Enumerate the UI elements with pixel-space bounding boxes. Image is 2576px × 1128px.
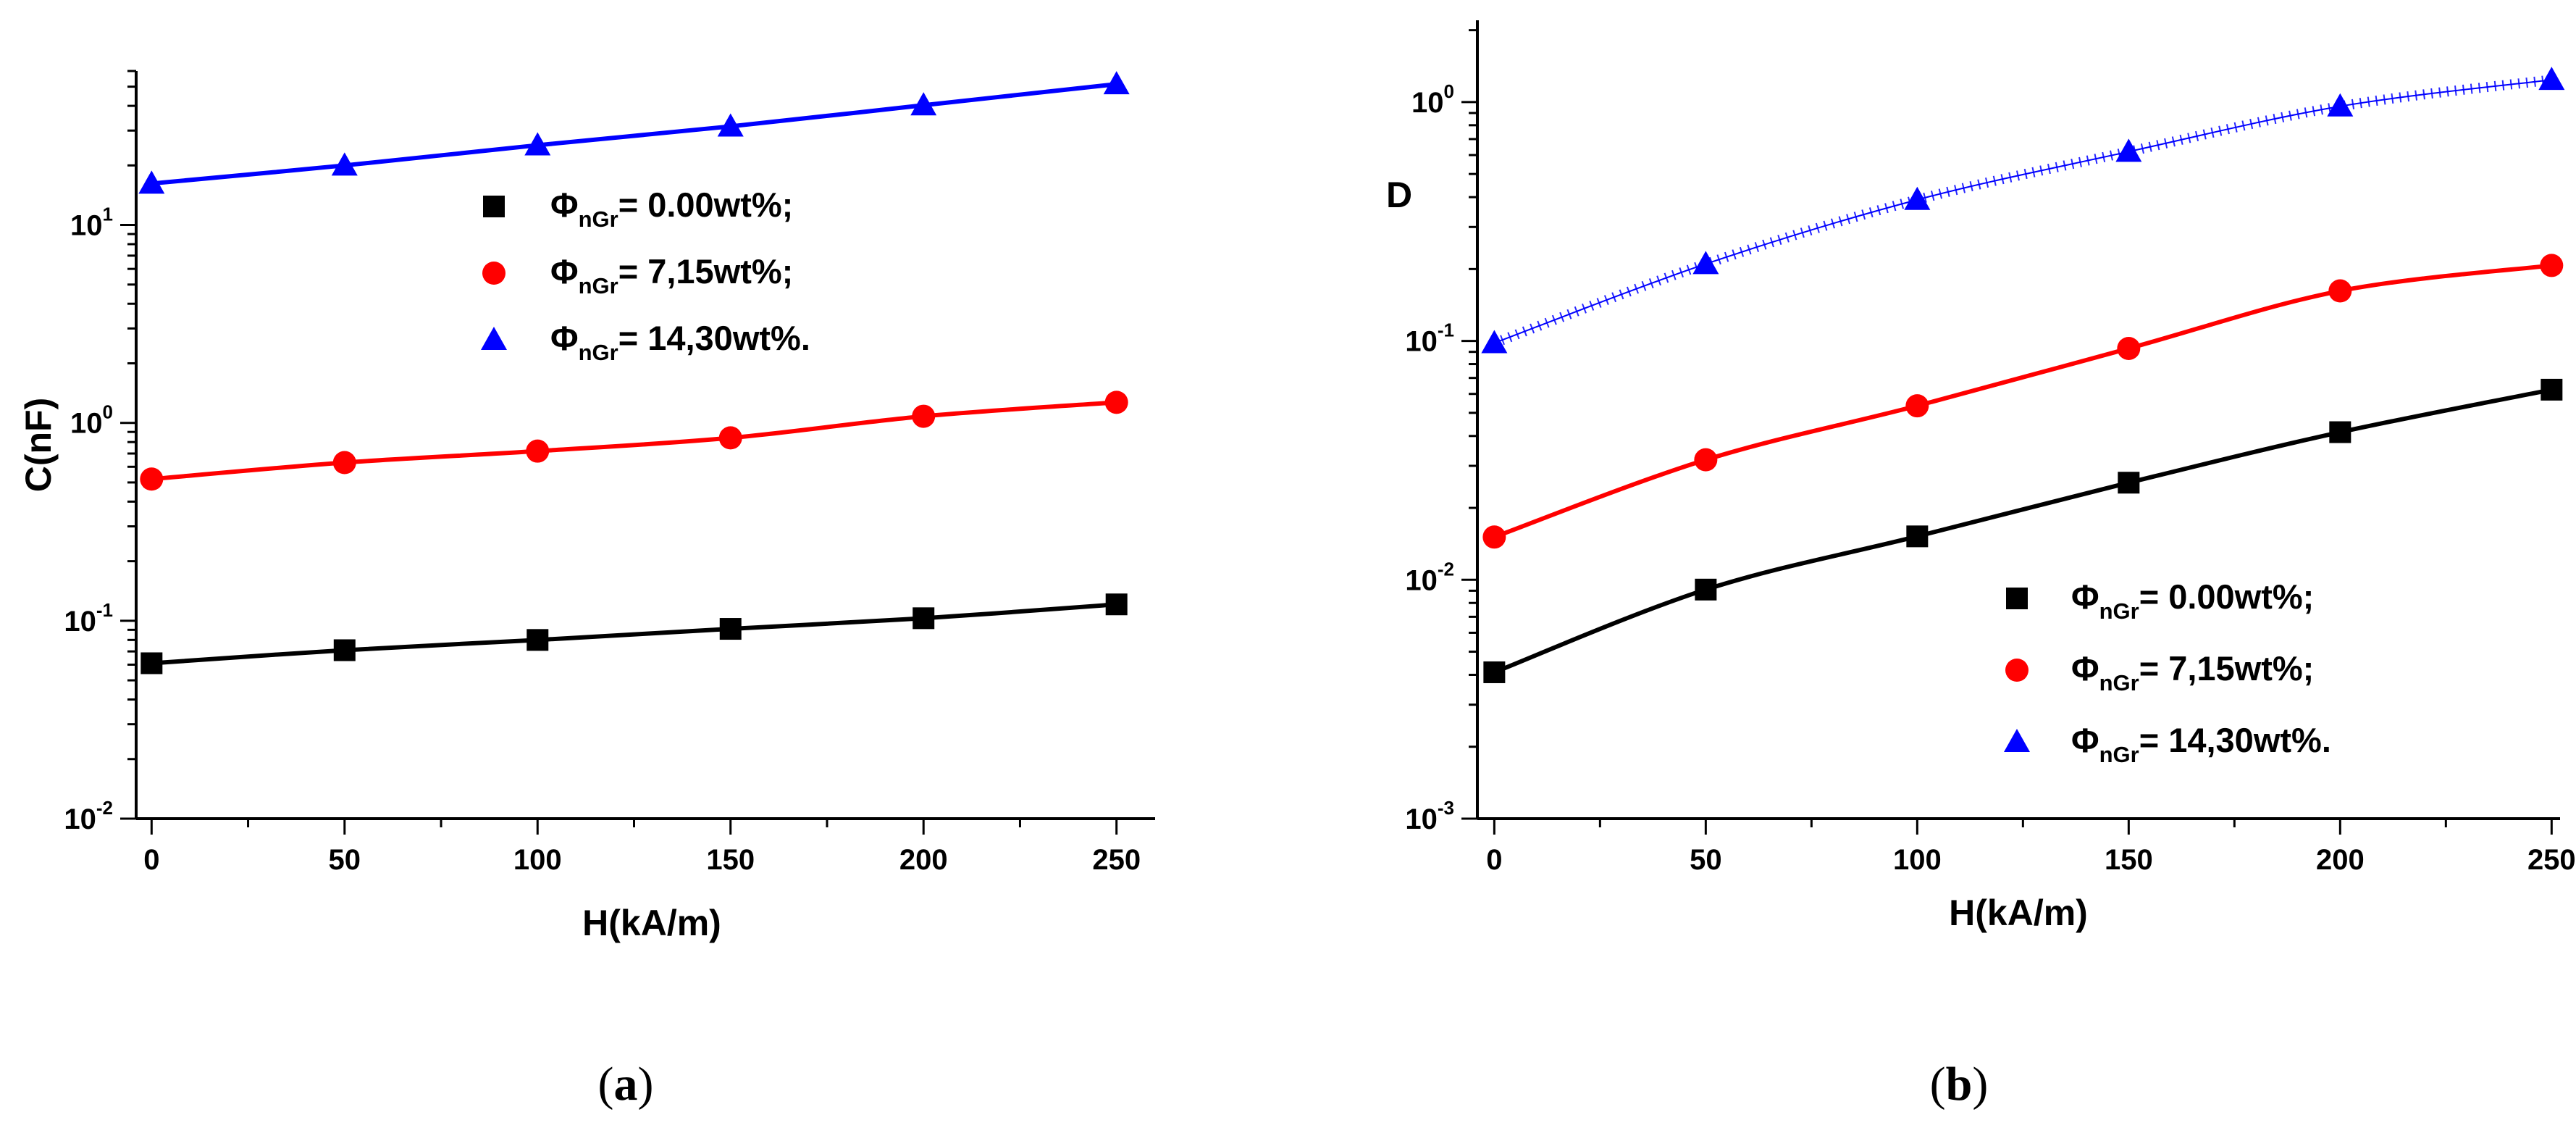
data-point: [2541, 378, 2563, 401]
x-tick-label: 100: [1893, 844, 1942, 876]
panel-caption: (b): [1930, 1058, 1989, 1111]
data-point: [1904, 186, 1931, 210]
panel-b: 0 50 100 150 200 25010-310-210-1100H(kA/m)DΦn…: [1386, 20, 2576, 1111]
legend-label: ΦnGr= 7,15wt%;: [2071, 649, 2314, 695]
series-line: [151, 400, 1117, 482]
y-tick-label: 100: [70, 401, 113, 440]
y-tick-label: 10-1: [64, 599, 113, 638]
data-point: [331, 152, 358, 176]
series-0: [140, 593, 1128, 674]
series-2: [138, 71, 1130, 194]
data-point: [2540, 254, 2564, 277]
data-point: [1694, 448, 1718, 472]
data-point: [526, 439, 550, 463]
series-1: [140, 390, 1128, 491]
panel-caption: (a): [598, 1058, 654, 1111]
y-axis-title: C(nF): [18, 398, 59, 493]
data-point: [2329, 421, 2351, 443]
data-point: [2117, 336, 2141, 360]
series-line: [151, 82, 1117, 186]
legend-label: ΦnGr= 14,30wt%.: [550, 319, 810, 365]
x-tick-label: 150: [706, 844, 755, 876]
data-point: [2118, 472, 2140, 494]
legend-marker: [482, 262, 505, 285]
data-point: [1905, 394, 1929, 418]
series-2: [1481, 67, 2565, 354]
data-point: [1103, 71, 1130, 95]
y-tick-label: 10-2: [64, 797, 113, 835]
data-point: [719, 618, 742, 640]
data-point: [717, 113, 744, 137]
data-point: [332, 451, 356, 475]
legend-entry-1: ΦnGr= 7,15wt%;: [482, 252, 793, 298]
data-point: [718, 426, 742, 450]
x-tick-label: 100: [513, 844, 562, 876]
legend-entry-1: ΦnGr= 7,15wt%;: [2005, 649, 2314, 695]
legend-label: ΦnGr= 14,30wt%.: [2071, 721, 2331, 767]
data-point: [2538, 67, 2565, 91]
data-point: [140, 467, 164, 491]
data-point: [138, 170, 165, 194]
data-point: [1695, 578, 1717, 601]
y-tick-label: 10-3: [1405, 797, 1454, 835]
data-point: [2327, 93, 2354, 117]
x-tick-label: 0: [1486, 844, 1502, 876]
data-point: [1906, 525, 1929, 548]
data-point: [140, 652, 163, 674]
panel-a: 0 50 100 150 200 250 10-2 10-1 100 101 H(kA/m) C(nF…: [18, 70, 1155, 1111]
y-tick-label: 10-2: [1405, 558, 1454, 596]
legend-marker: [2005, 659, 2029, 682]
series-1: [1482, 254, 2564, 549]
series-line-hatch: [1492, 75, 2553, 348]
x-tick-label: 50: [329, 844, 361, 876]
series-line: [1493, 387, 2552, 674]
data-point: [1104, 390, 1128, 414]
data-point: [333, 639, 356, 661]
legend-marker: [2006, 588, 2028, 609]
legend-label: ΦnGr= 7,15wt%;: [550, 252, 793, 298]
data-point: [912, 607, 935, 630]
data-point: [910, 92, 937, 116]
x-tick-label: 200: [899, 844, 948, 876]
y-tick-label: 100: [1411, 80, 1454, 119]
y-axis-title: D: [1386, 175, 1412, 215]
legend-marker: [481, 327, 507, 350]
data-point: [526, 629, 549, 651]
y-tick-label: 10-1: [1405, 319, 1454, 358]
x-tick-label: 0: [143, 844, 159, 876]
series-0: [1483, 378, 2563, 683]
x-tick-label: 250: [1092, 844, 1141, 876]
x-axis-title: H(kA/m): [1949, 893, 2088, 933]
data-point: [2115, 138, 2142, 162]
data-point: [1482, 525, 1506, 549]
data-point: [1692, 251, 1719, 275]
x-tick-label: 50: [1690, 844, 1722, 876]
legend-entry-0: ΦnGr= 0.00wt%;: [2006, 577, 2314, 624]
series-line: [1493, 263, 2552, 540]
x-axis-title: H(kA/m): [582, 903, 721, 943]
legend-entry-2: ΦnGr= 14,30wt%.: [2004, 721, 2331, 767]
series-line: [1494, 79, 2552, 344]
series-line: [151, 602, 1117, 666]
legend-label: ΦnGr= 0.00wt%;: [550, 185, 793, 232]
data-point: [1483, 661, 1506, 683]
data-point: [912, 404, 936, 428]
legend-marker: [483, 196, 505, 217]
legend-label: ΦnGr= 0.00wt%;: [2071, 577, 2314, 624]
x-tick-label: 150: [2105, 844, 2153, 876]
legend-entry-0: ΦnGr= 0.00wt%;: [483, 185, 793, 232]
data-point: [1481, 330, 1508, 354]
data-point: [1105, 593, 1128, 616]
data-point: [2328, 279, 2352, 303]
x-tick-label: 250: [2527, 844, 2576, 876]
x-tick-label: 200: [2316, 844, 2365, 876]
legend-marker: [2004, 729, 2030, 752]
legend-entry-2: ΦnGr= 14,30wt%.: [481, 319, 810, 365]
data-point: [524, 132, 551, 156]
y-tick-label: 101: [70, 204, 113, 242]
